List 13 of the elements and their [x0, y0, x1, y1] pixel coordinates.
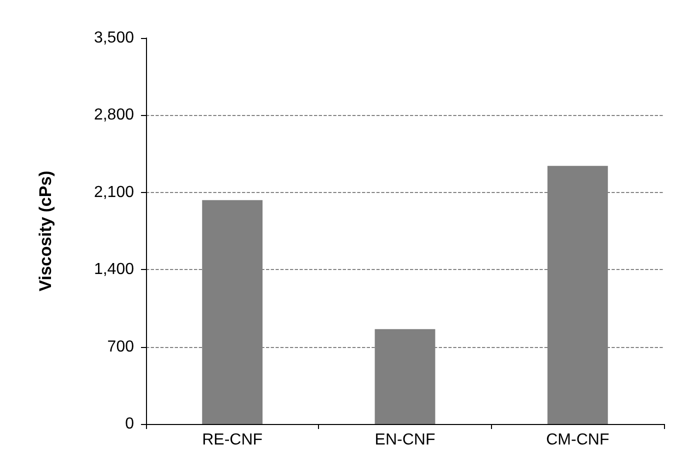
bar [547, 166, 608, 424]
y-tick-label: 2,800 [94, 106, 134, 124]
y-tick-label: 1,400 [94, 261, 134, 278]
x-tick-label: CM-CNF [546, 432, 610, 448]
bar [374, 329, 436, 424]
x-tick-label: EN-CNF [374, 432, 436, 448]
y-tick-label: 2,100 [94, 184, 134, 201]
bar [202, 200, 263, 424]
y-axis-title: Viscosity (cPs) [36, 170, 55, 292]
y-tick-label: 0 [125, 416, 134, 432]
y-tick-label: 700 [107, 338, 134, 356]
y-tick-label: 3,500 [94, 30, 134, 46]
x-tick-label: RE-CNF [202, 432, 263, 448]
